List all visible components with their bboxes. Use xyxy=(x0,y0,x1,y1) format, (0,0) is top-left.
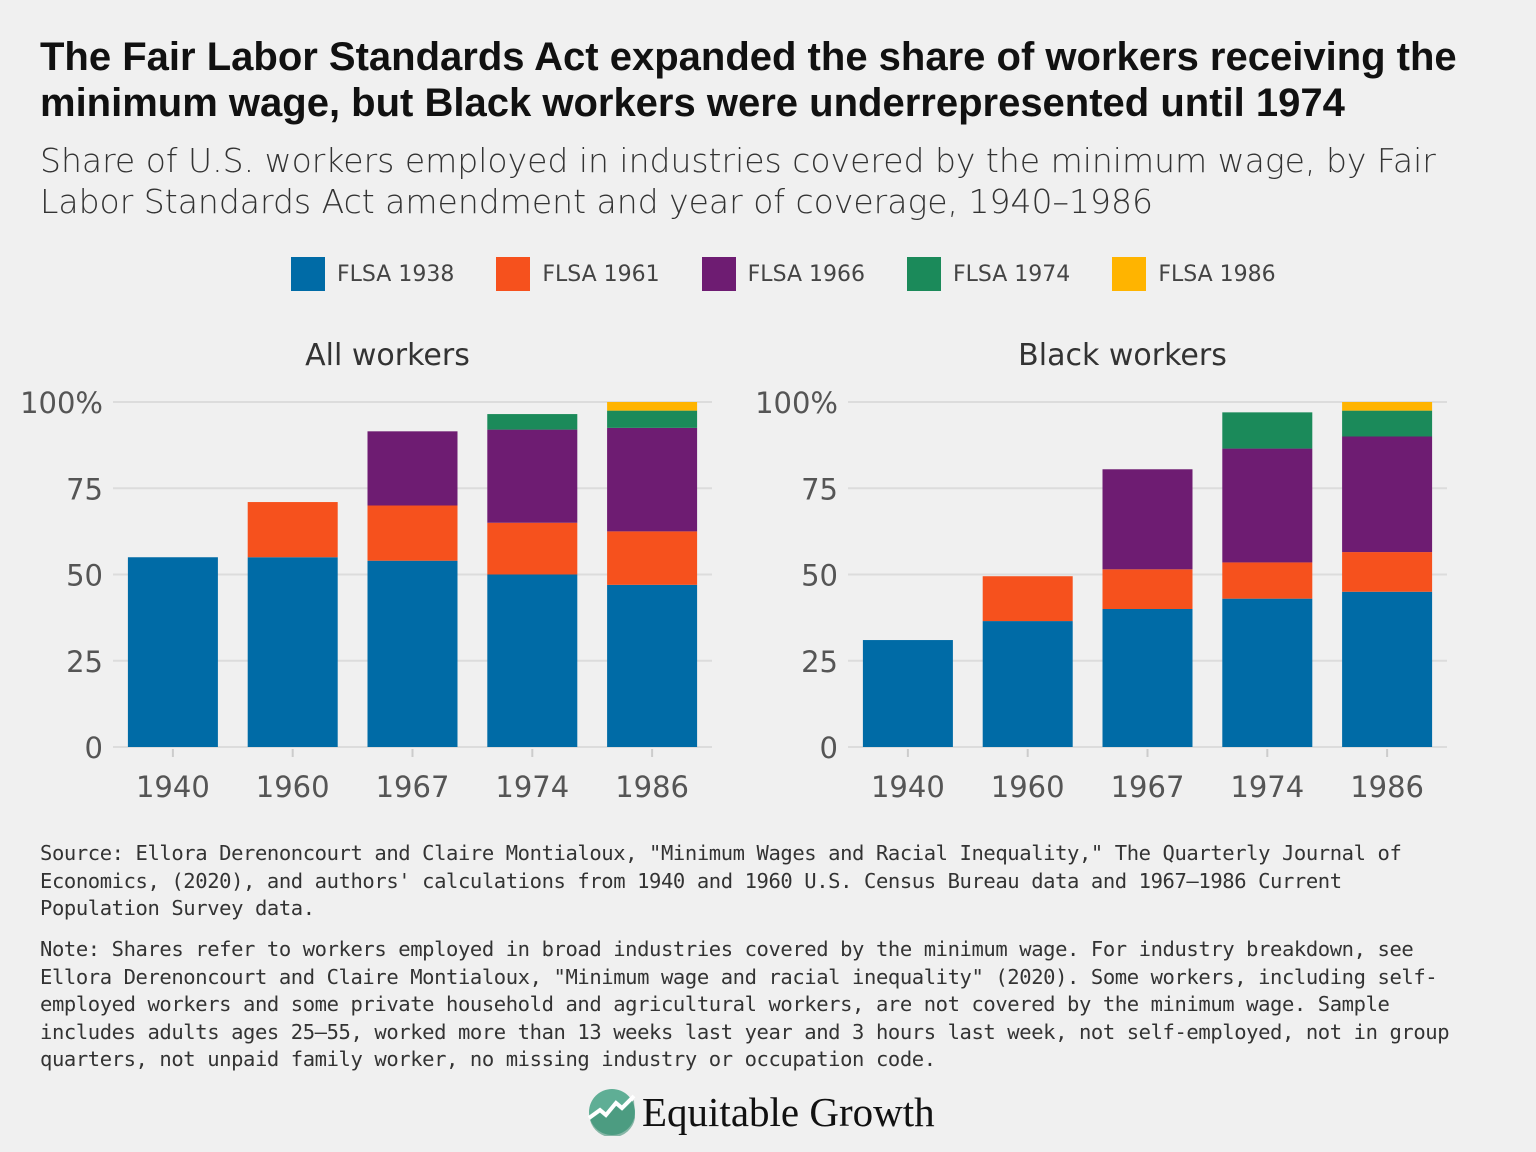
legend-item: FLSA 1986 xyxy=(1112,257,1276,291)
equitable-growth-logo: Equitable Growth xyxy=(588,1088,935,1136)
bar-segment-flsa-1974 xyxy=(487,414,578,430)
legend-label: FLSA 1986 xyxy=(1158,261,1276,287)
bar-segment-flsa-1938 xyxy=(367,560,458,747)
legend-item: FLSA 1961 xyxy=(496,257,660,291)
legend-label: FLSA 1961 xyxy=(542,261,660,287)
legend-item: FLSA 1966 xyxy=(701,257,865,291)
legend-swatch xyxy=(291,257,325,291)
bar-segment-flsa-1961 xyxy=(607,531,698,585)
x-tick-label: 1967 xyxy=(1111,770,1185,804)
bar-segment-flsa-1966 xyxy=(607,427,698,532)
bar-segment-flsa-1938 xyxy=(1222,598,1313,747)
legend-label: FLSA 1974 xyxy=(952,261,1071,287)
chart-subtitle: Share of U.S. workers employed in indust… xyxy=(40,141,1436,221)
x-tick-label: 1974 xyxy=(1230,770,1304,804)
y-tick-label: 25 xyxy=(66,645,103,679)
legend-label: FLSA 1938 xyxy=(337,261,455,287)
bar-segment-flsa-1966 xyxy=(367,431,458,506)
bar-segment-flsa-1938 xyxy=(487,574,578,747)
x-tick-label: 1960 xyxy=(991,770,1065,804)
bar-segment-flsa-1966 xyxy=(1222,448,1313,563)
bar-segment-flsa-1938 xyxy=(247,557,338,747)
bar-segment-flsa-1966 xyxy=(1102,469,1193,570)
bar-segment-flsa-1938 xyxy=(1342,591,1433,747)
x-tick-label: 1940 xyxy=(136,770,210,804)
methodology-note: Note: Shares refer to workers employed i… xyxy=(40,937,1450,1071)
bar-segment-flsa-1938 xyxy=(127,557,218,747)
y-tick-label: 0 xyxy=(85,731,103,765)
legend-swatch xyxy=(496,257,531,291)
bar-segment-flsa-1974 xyxy=(607,410,698,428)
legend-label: FLSA 1966 xyxy=(747,261,865,287)
bar-segment-flsa-1961 xyxy=(1342,552,1433,592)
x-tick-label: 1960 xyxy=(256,770,330,804)
bar-segment-flsa-1974 xyxy=(1222,412,1313,449)
legend: FLSA 1938 FLSA 1961 FLSA 1966 FLSA 1974 FLSA… xyxy=(291,257,1318,291)
y-tick-label: 50 xyxy=(66,559,103,593)
y-tick-label: 100% xyxy=(20,386,103,420)
bar-segment-flsa-1986 xyxy=(1342,402,1433,411)
y-tick-label: 50 xyxy=(801,559,838,593)
bar-segment-flsa-1938 xyxy=(862,640,953,747)
bar-segment-flsa-1938 xyxy=(607,584,698,747)
x-tick-label: 1986 xyxy=(615,770,689,804)
bar-segment-flsa-1961 xyxy=(367,505,458,561)
legend-item: FLSA 1938 xyxy=(291,257,454,291)
bar-segment-flsa-1961 xyxy=(1102,569,1193,609)
bar-segment-flsa-1961 xyxy=(1222,562,1313,599)
x-tick-label: 1986 xyxy=(1350,770,1424,804)
chart-title: The Fair Labor Standards Act expanded th… xyxy=(40,35,1457,125)
bar-segment-flsa-1966 xyxy=(1342,436,1433,553)
logo-chart-icon xyxy=(588,1089,636,1136)
bar-segment-flsa-1938 xyxy=(982,621,1073,747)
y-tick-label: 75 xyxy=(66,472,103,506)
bar-segment-flsa-1986 xyxy=(607,402,698,411)
panel-title: Black workers xyxy=(1018,338,1227,373)
y-tick-label: 0 xyxy=(820,731,838,765)
bar-segment-flsa-1938 xyxy=(1102,609,1193,747)
bar-segment-flsa-1961 xyxy=(247,502,338,558)
bar-segment-flsa-1966 xyxy=(487,429,578,523)
panel-title: All workers xyxy=(305,338,470,373)
y-tick-label: 75 xyxy=(801,472,838,506)
bar-segment-flsa-1961 xyxy=(982,576,1073,622)
source-note: Source: Ellora Derenoncourt and Claire M… xyxy=(40,841,1402,920)
bar-segment-flsa-1961 xyxy=(487,522,578,575)
legend-swatch xyxy=(1112,257,1147,291)
logo-text: Equitable Growth xyxy=(642,1089,935,1135)
legend-swatch xyxy=(701,257,736,291)
bar-segment-flsa-1974 xyxy=(1342,410,1433,437)
y-tick-label: 100% xyxy=(755,386,838,420)
legend-swatch xyxy=(906,257,941,291)
x-tick-label: 1974 xyxy=(495,770,569,804)
x-tick-label: 1967 xyxy=(376,770,450,804)
x-tick-label: 1940 xyxy=(871,770,945,804)
legend-item: FLSA 1974 xyxy=(906,257,1071,291)
y-tick-label: 25 xyxy=(801,645,838,679)
